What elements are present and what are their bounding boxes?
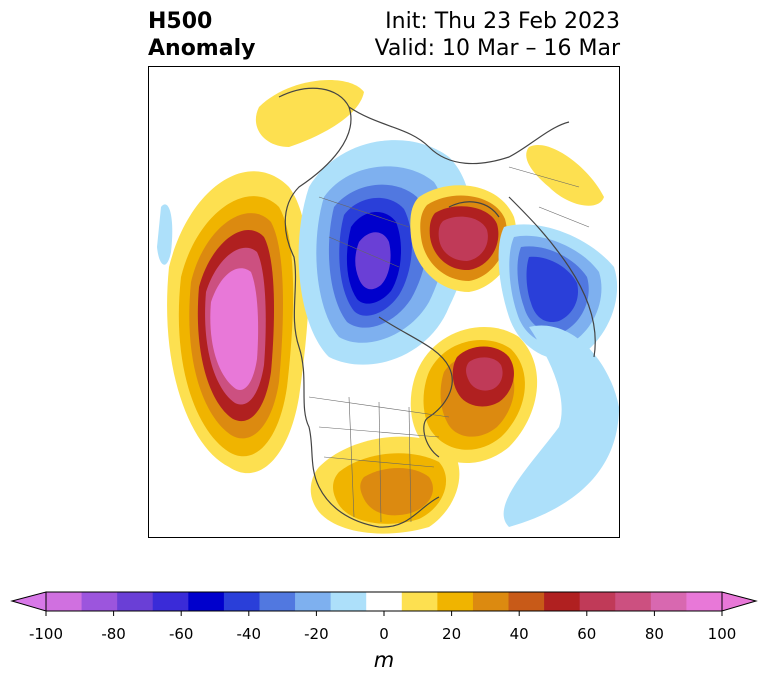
colorbar-ticks (45, 611, 723, 616)
colorbar-high-extension (721, 591, 758, 612)
anomaly-map (148, 66, 620, 538)
colorbar-segment (46, 592, 83, 611)
colorbar-tick-label: 60 (577, 625, 597, 643)
colorbar-tick-label: 20 (442, 625, 462, 643)
colorbar-segment (579, 592, 616, 611)
colorbar-segment (508, 592, 545, 611)
colorbar-tick-label: -60 (168, 625, 194, 643)
alaska-positive-anomaly (255, 80, 364, 147)
colorbar-tick-label: -40 (236, 625, 262, 643)
colorbar-segment (295, 592, 332, 611)
colorbar-segment (686, 592, 723, 611)
colorbar-segment (152, 592, 189, 611)
colorbar-segment (366, 592, 403, 611)
colorbar-tick-label: 100 (707, 625, 737, 643)
colorbar-tick-label: -100 (28, 625, 64, 643)
map-title: H500 Anomaly (148, 8, 255, 62)
colorbar (10, 591, 758, 616)
colorbar-segment (223, 592, 260, 611)
pacific-positive-anomaly (167, 171, 309, 474)
colorbar-segment (544, 592, 581, 611)
colorbar-tick-label: -80 (101, 625, 126, 643)
coastlines (278, 87, 596, 528)
eastern-us-positive-anomaly (310, 436, 460, 534)
colorbar-segments (46, 592, 723, 611)
colorbar-segment (117, 592, 154, 611)
asia-positive-anomaly (526, 145, 604, 206)
colorbar-segment (401, 592, 438, 611)
colorbar-segment (188, 592, 225, 611)
colorbar-segment (615, 592, 652, 611)
colorbar-segment (81, 592, 118, 611)
atlantic-positive-anomaly (410, 327, 538, 464)
colorbar-segment (650, 592, 687, 611)
colorbar-segment (472, 592, 510, 611)
init-date: Init: Thu 23 Feb 2023 (385, 9, 620, 34)
colorbar-tick-label: 40 (509, 625, 529, 643)
title-line-2: Anomaly (148, 36, 256, 61)
colorbar-tick-label: -20 (304, 625, 329, 643)
colorbar-tick-label: 0 (379, 625, 389, 643)
pacific-edge-negative (157, 204, 173, 265)
colorbar-segment (330, 592, 367, 611)
colorbar-low-extension (10, 591, 47, 612)
colorbar-segment (437, 592, 474, 611)
east-asia-negative-anomaly (498, 224, 618, 360)
colorbar-tick-label: 80 (644, 625, 664, 643)
colorbar-unit: m (373, 648, 395, 672)
atlantic-negative-anomaly (503, 325, 619, 527)
anomaly-map-canvas (157, 80, 619, 534)
forecast-dates: Init: Thu 23 Feb 2023 Valid: 10 Mar – 16… (375, 8, 620, 62)
political-borders (308, 166, 590, 523)
valid-date: Valid: 10 Mar – 16 Mar (374, 36, 620, 61)
title-line-1: H500 (148, 9, 213, 34)
colorbar-segment (259, 592, 296, 611)
siberia-positive-anomaly (410, 185, 517, 292)
